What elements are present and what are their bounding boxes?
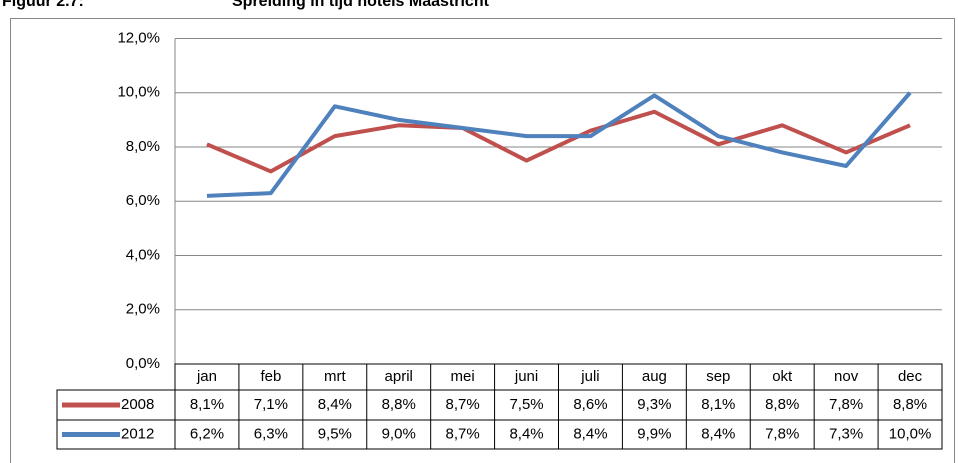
table-value: 8,7%	[446, 396, 480, 413]
y-tick-label: 0,0%	[126, 355, 160, 372]
legend-label: 2012	[121, 425, 154, 442]
x-tick-label: aug	[642, 368, 667, 385]
x-tick-label: juni	[514, 368, 538, 385]
table-value: 8,8%	[382, 396, 416, 413]
y-tick-label: 12,0%	[117, 29, 160, 46]
table-value: 7,8%	[765, 425, 799, 442]
table-value: 8,1%	[190, 396, 224, 413]
chart-subtitle: Spreiding in tijd hotels Maastricht	[232, 0, 490, 10]
x-tick-label: mei	[451, 368, 475, 385]
y-tick-label: 8,0%	[126, 138, 160, 155]
series-line	[206, 91, 912, 198]
y-tick-label: 6,0%	[126, 192, 160, 209]
chart-title: Figuur 2.7:	[2, 0, 84, 10]
table-value: 10,0%	[889, 425, 932, 442]
x-tick-label: april	[385, 368, 413, 385]
y-tick-label: 4,0%	[126, 246, 160, 263]
table-value: 8,8%	[765, 396, 799, 413]
table-value: 8,1%	[701, 396, 735, 413]
table-value: 6,2%	[190, 425, 224, 442]
x-tick-label: feb	[260, 368, 281, 385]
x-tick-label: dec	[898, 368, 923, 385]
x-tick-label: jan	[196, 368, 217, 385]
x-tick-label: sep	[706, 368, 730, 385]
table-value: 8,6%	[573, 396, 607, 413]
x-tick-label: juli	[580, 368, 599, 385]
table-value: 7,3%	[829, 425, 863, 442]
chart-border	[10, 18, 955, 463]
table-value: 9,9%	[637, 425, 671, 442]
table-value: 8,4%	[701, 425, 735, 442]
table-value: 7,8%	[829, 396, 863, 413]
y-tick-label: 2,0%	[126, 301, 160, 318]
x-tick-label: nov	[834, 368, 859, 385]
legend-label: 2008	[121, 396, 154, 413]
table-value: 9,5%	[318, 425, 352, 442]
table-value: 7,1%	[254, 396, 288, 413]
table-value: 8,4%	[509, 425, 543, 442]
table-value: 6,3%	[254, 425, 288, 442]
x-tick-label: mrt	[324, 368, 346, 385]
table-value: 8,8%	[893, 396, 927, 413]
series-line	[206, 109, 911, 174]
table-value: 9,3%	[637, 396, 671, 413]
x-tick-label: okt	[772, 368, 793, 385]
table-value: 8,4%	[573, 425, 607, 442]
table-value: 7,5%	[509, 396, 543, 413]
table-value: 9,0%	[382, 425, 416, 442]
y-tick-label: 10,0%	[117, 84, 160, 101]
table-value: 8,4%	[318, 396, 352, 413]
table-value: 8,7%	[446, 425, 480, 442]
